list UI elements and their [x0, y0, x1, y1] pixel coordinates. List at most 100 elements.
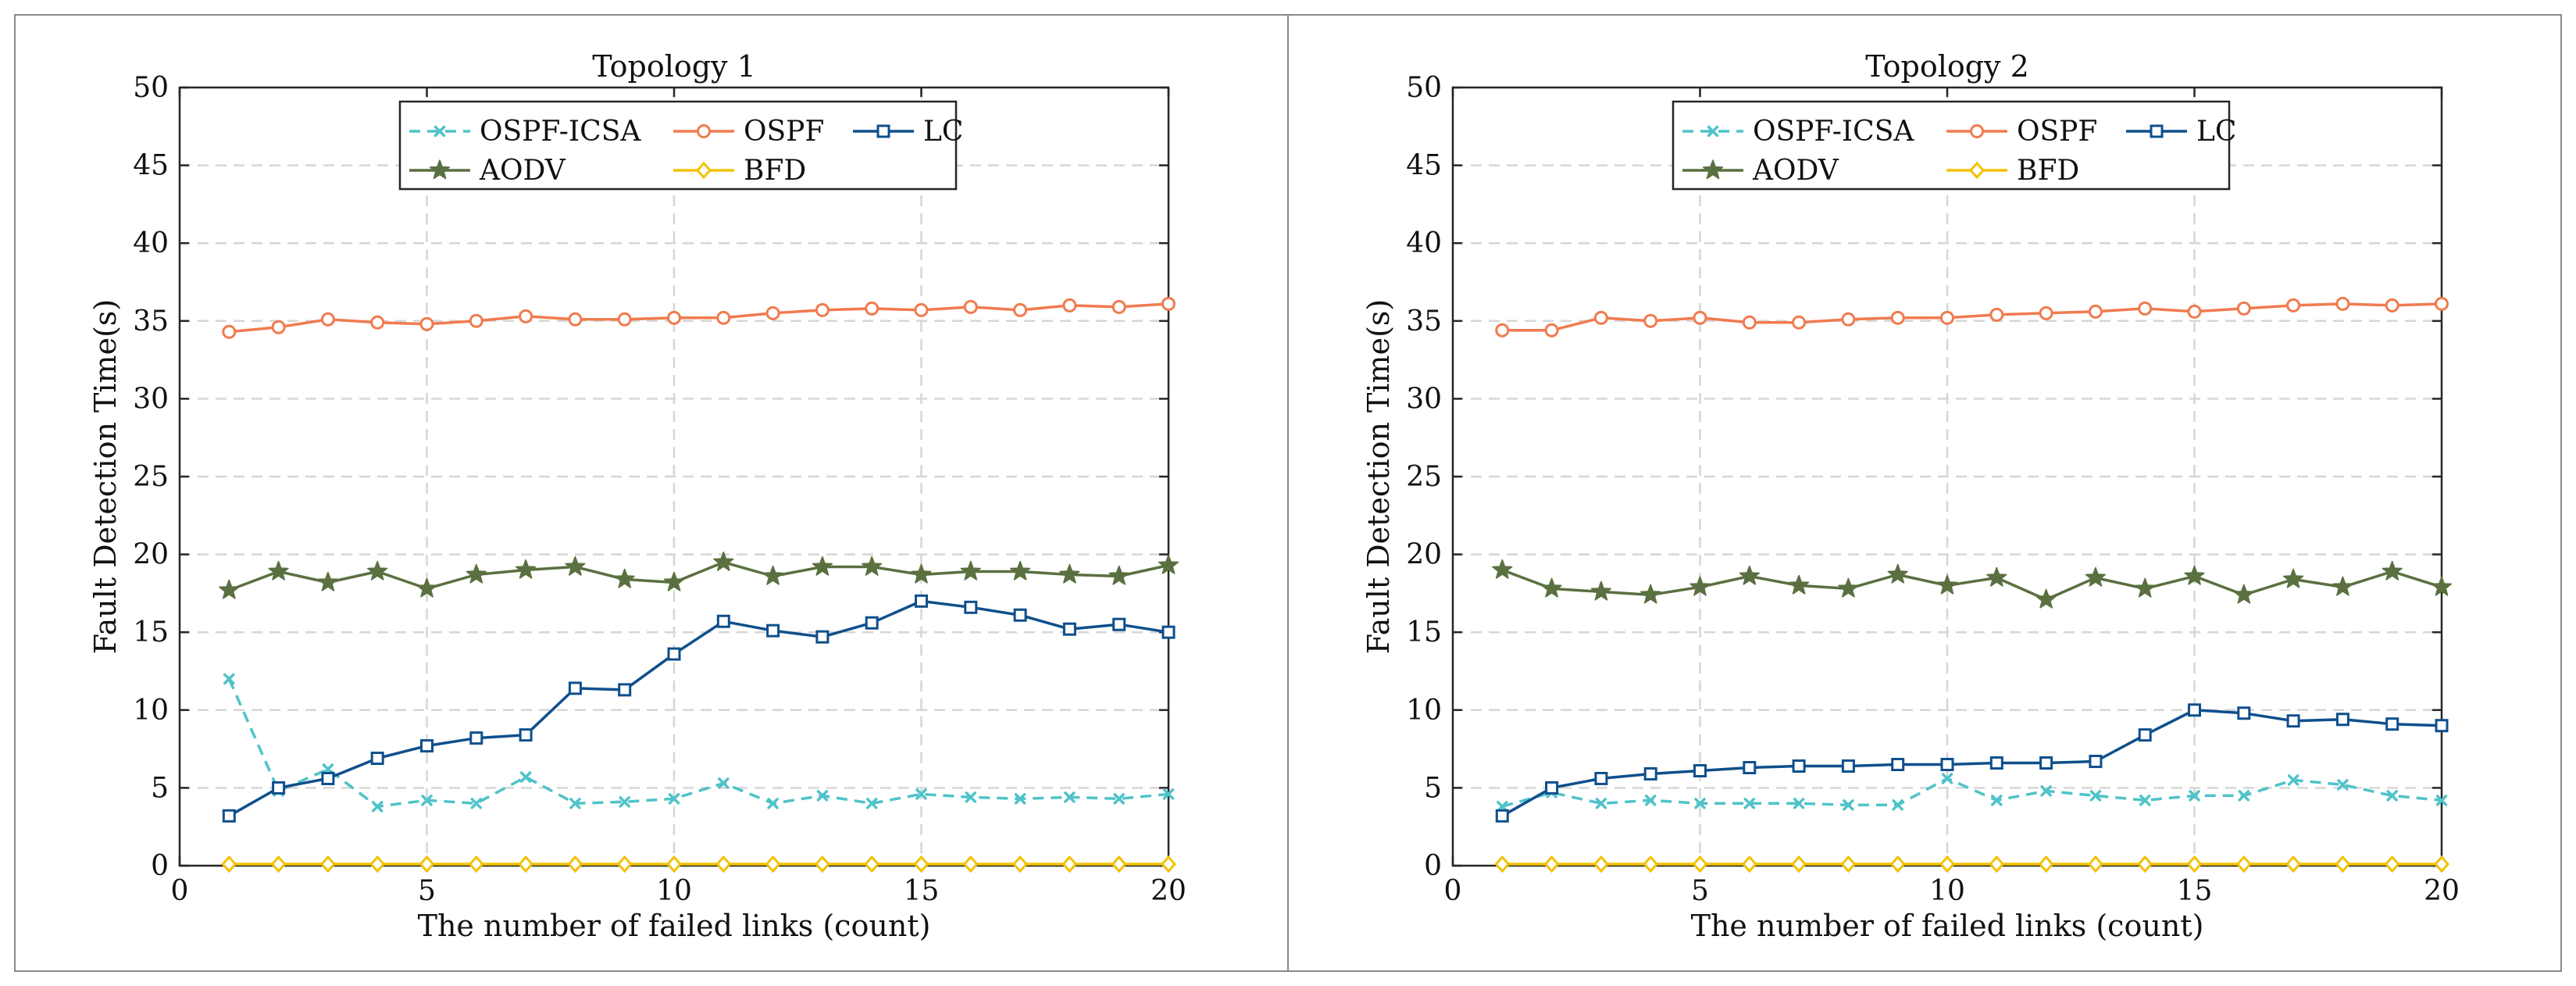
data-point-ospf-icsa [2089, 790, 2102, 802]
series-bfd [1494, 855, 2450, 873]
data-point-lc [1112, 617, 1126, 631]
data-point-ospf [1544, 323, 1559, 338]
data-point-ospf [1890, 310, 1905, 325]
data-point-bfd [1543, 855, 1560, 873]
data-point-bfd [715, 855, 732, 873]
data-point-ospf [765, 305, 780, 320]
data-point-ospf-icsa [619, 796, 630, 808]
data-point-ospf-icsa [965, 791, 977, 803]
data-point-lc [964, 600, 978, 614]
data-point-aodv [1936, 574, 1958, 595]
data-point-ospf-icsa [223, 673, 235, 685]
data-point-ospf [2039, 305, 2053, 320]
chart-panel-topology-1: 0 5 10 15 20 0 5 10 15 20 25 30 35 40 45 50 Topology 1 Th… [14, 14, 1289, 972]
data-point-ospf [1693, 310, 1707, 325]
data-point-aodv [1108, 565, 1129, 585]
data-point-bfd [221, 855, 237, 873]
data-point-ospf [963, 299, 978, 314]
data-point-lc [766, 623, 780, 638]
data-point-aodv [367, 560, 388, 581]
data-point-aodv [1158, 554, 1179, 574]
data-point-aodv [416, 577, 437, 598]
data-point-ospf [1643, 313, 1658, 328]
data-point-ospf-icsa [1644, 795, 1657, 806]
legend-label-aodv: AODV [479, 155, 566, 187]
legend-label-ospf: OSPF [2017, 116, 2097, 148]
legend-item-lc: LC [853, 116, 963, 148]
data-point-aodv [2282, 568, 2304, 588]
data-point-bfd [2235, 855, 2252, 873]
data-point-ospf-icsa [1743, 798, 1756, 809]
data-point-ospf-icsa [668, 793, 680, 805]
data-point-aodv [2332, 576, 2353, 596]
legend-label-lc: LC [2196, 116, 2236, 148]
data-point-ospf-icsa [865, 798, 878, 809]
chart-title: Topology 2 [1865, 49, 2029, 84]
series-line-ospf [229, 302, 1169, 334]
data-point-lc [1013, 608, 1027, 622]
data-point-lc [321, 771, 335, 785]
series-line-ospf-icsa [1501, 777, 2442, 808]
data-point-bfd [1989, 855, 2005, 873]
data-point-aodv [1887, 563, 1908, 584]
data-point-aodv [2184, 565, 2205, 585]
series-ospf [1495, 296, 2449, 338]
series-line-ospf [1502, 302, 2442, 332]
data-point-ospf-icsa [1162, 788, 1175, 800]
legend-label-bfd: BFD [2017, 155, 2079, 187]
data-point-ospf [568, 312, 583, 327]
data-point-lc [915, 594, 928, 608]
data-point-aodv [812, 556, 833, 576]
data-point-aodv [219, 579, 240, 599]
data-point-lc [815, 630, 830, 644]
data-point-ospf [320, 312, 335, 327]
data-point-ospf-icsa [2435, 795, 2448, 806]
data-point-bfd [765, 855, 781, 873]
legend-marker-ospf-icsa [433, 125, 446, 138]
legend-item-ospf-icsa: OSPF-ICSA [1682, 116, 1914, 148]
data-point-aodv [2135, 577, 2156, 598]
data-point-lc [2039, 756, 2053, 770]
data-point-lc [1792, 759, 1806, 773]
series-line-aodv [228, 560, 1169, 592]
data-point-ospf [222, 324, 237, 339]
x-axis-label: The number of failed links (count) [418, 909, 931, 943]
data-point-lc [2138, 728, 2152, 742]
y-tick-label: 10 [1406, 695, 1442, 727]
legend-label-ospf: OSPF [744, 116, 824, 148]
data-point-bfd [567, 855, 583, 873]
data-point-bfd [1012, 855, 1029, 873]
data-point-lc [1545, 781, 1559, 795]
data-point-bfd [2285, 855, 2302, 873]
data-point-ospf-icsa [816, 790, 829, 802]
data-point-lc [568, 681, 582, 695]
y-tick-label: 30 [133, 383, 169, 415]
data-point-lc [1989, 756, 2003, 770]
data-point-ospf [815, 302, 830, 317]
data-point-ospf [1495, 323, 1510, 338]
data-point-ospf [1940, 310, 1954, 325]
data-point-bfd [962, 855, 979, 873]
data-point-lc [1161, 625, 1176, 639]
data-point-bfd [369, 855, 386, 873]
data-point-ospf [2236, 301, 2251, 316]
data-point-ospf [716, 310, 731, 325]
data-point-bfd [2038, 855, 2054, 873]
data-point-ospf-icsa [421, 795, 433, 806]
legend-item-bfd: BFD [673, 155, 806, 187]
x-tick-label: 20 [2424, 875, 2460, 907]
x-axis-label: The number of failed links (count) [1691, 909, 2204, 943]
data-point-lc [1891, 758, 1905, 772]
data-point-aodv [1739, 565, 1760, 585]
data-point-ospf-icsa [1892, 799, 1903, 811]
data-point-lc [1495, 809, 1509, 823]
data-point-ospf-icsa [1793, 798, 1805, 809]
data-point-ospf-icsa [2337, 779, 2349, 791]
data-point-ospf-icsa [1991, 795, 2003, 806]
data-point-aodv [663, 571, 685, 591]
data-point-ospf [914, 302, 929, 317]
data-point-ospf [1841, 312, 1856, 327]
data-point-aodv [1009, 560, 1031, 581]
data-point-aodv [565, 556, 586, 576]
y-tick-label: 0 [1424, 850, 1442, 882]
